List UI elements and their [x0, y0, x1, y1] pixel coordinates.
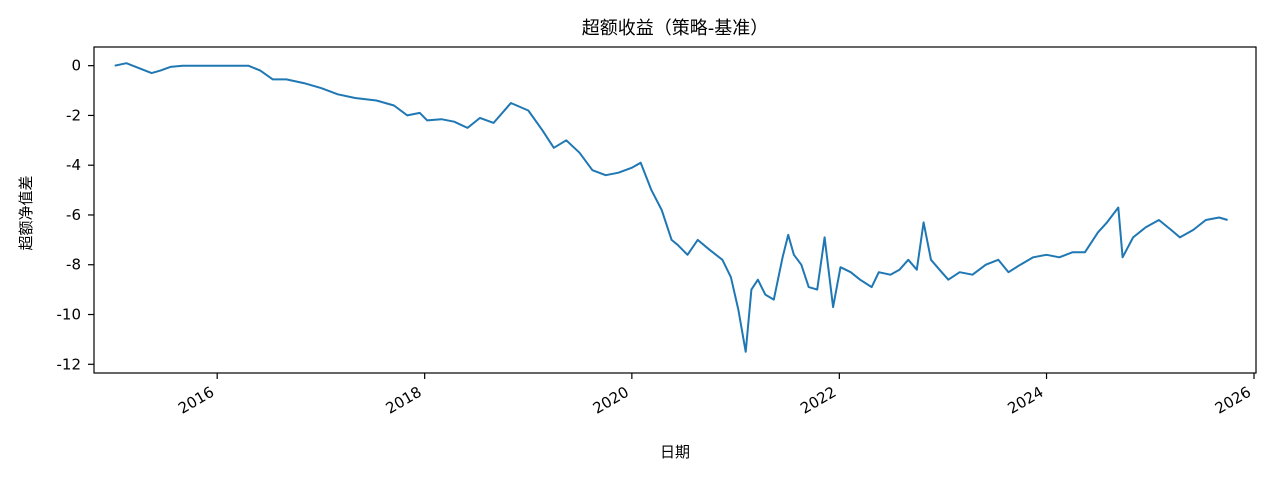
x-tick-label: 2024: [1004, 383, 1046, 418]
x-tick-label: 2022: [797, 383, 839, 418]
x-axis-label: 日期: [660, 443, 690, 461]
y-tick-label: -2: [66, 106, 81, 124]
plot-area: [93, 46, 1257, 374]
y-axis-label: 超额净值差: [17, 175, 35, 250]
x-tick-label: 2020: [590, 383, 632, 418]
y-tick-label: -8: [66, 256, 81, 274]
series-line-0: [114, 62, 1228, 353]
y-tick-label: -4: [66, 156, 81, 174]
y-axis-ticks: 0 -2 -4 -6 -8 -10 -12: [57, 57, 94, 373]
x-axis-ticks: 2016 2018 2020 2022 2024 2026: [175, 373, 1255, 418]
y-tick-label: -6: [66, 206, 81, 224]
y-tick-label: -12: [57, 355, 82, 373]
x-tick-label: 2018: [383, 383, 425, 418]
y-tick-label: 0: [71, 57, 81, 75]
x-tick-label: 2016: [175, 383, 217, 418]
axes-frame: [93, 46, 1257, 374]
y-tick-label: -10: [57, 306, 82, 324]
chart-title: 超额收益（策略-基准）: [582, 18, 769, 39]
x-tick-label: 2026: [1212, 383, 1254, 418]
